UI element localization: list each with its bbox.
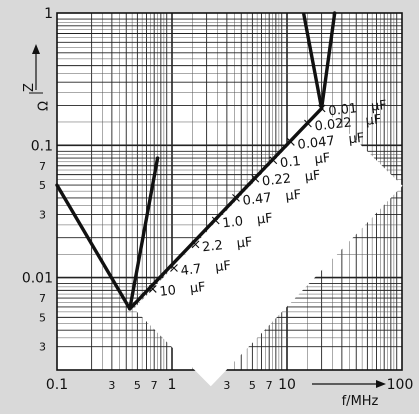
x-tick-label-minor: 7 xyxy=(266,379,273,392)
x-tick-label: 100 xyxy=(387,377,414,393)
capacitor-label: 1.0 µF xyxy=(222,211,274,231)
y-tick-label-minor: 3 xyxy=(39,208,46,221)
x-tick-label-minor: 3 xyxy=(223,379,230,392)
capacitor-unit: µF xyxy=(214,259,231,276)
capacitor-value: 0.47 xyxy=(242,191,272,209)
resonance-marker xyxy=(232,194,240,202)
x-tick-label: 10 xyxy=(278,377,296,393)
x-tick-label: 1 xyxy=(168,377,177,393)
resonance-marker xyxy=(317,104,326,113)
capacitor-value: 0.01 xyxy=(328,101,358,119)
capacitor-label: 0.022 µF xyxy=(314,112,382,134)
x-axis-arrow xyxy=(312,380,386,388)
capacitor-value: 0.1 xyxy=(279,154,301,171)
capacitor-value: 0.022 xyxy=(314,115,353,134)
impedance-curve xyxy=(302,12,324,111)
capacitor-value: 2.2 xyxy=(201,238,223,255)
capacitor-unit: µF xyxy=(256,211,273,228)
x-tick-label-minor: 5 xyxy=(249,379,256,392)
plot-frame xyxy=(56,12,403,371)
capacitor-labels: 0.01 µF0.022 µF0.047 µF0.1 µF0.22 µF0.47 µF1.0… xyxy=(159,98,388,300)
capacitor-value: 0.22 xyxy=(261,171,291,189)
resonance-markers xyxy=(148,104,326,293)
x-tick-label-minor: 5 xyxy=(134,379,141,392)
capacitor-unit: µF xyxy=(365,112,382,129)
capacitor-value: 10 xyxy=(159,283,177,300)
y-tick-label: 1 xyxy=(44,6,53,22)
resonance-marker xyxy=(211,216,220,225)
resonance-marker xyxy=(304,119,312,128)
y-tick-label: 0.1 xyxy=(31,138,53,154)
capacitor-label: 0.047 µF xyxy=(297,131,365,153)
y-tick-labels: 1 0.1 0.01 7 5 3 7 5 3 xyxy=(22,6,53,354)
capacitor-label: 0.1 µF xyxy=(279,151,331,171)
capacitor-value: 4.7 xyxy=(180,262,202,279)
capacitor-label: 0.22 µF xyxy=(261,168,321,189)
resonance-marker xyxy=(286,138,295,146)
y-tick-label-minor: 5 xyxy=(39,179,46,192)
capacitor-unit: µF xyxy=(304,168,321,185)
impedance-curve xyxy=(128,156,160,311)
capacitor-value: 0.047 xyxy=(297,134,336,153)
capacitor-label: 2.2 µF xyxy=(201,235,253,255)
resonance-marker xyxy=(251,174,260,183)
impedance-curve xyxy=(55,183,132,311)
y-tick-label-minor: 5 xyxy=(39,311,46,324)
y-label-bottom: Ω xyxy=(37,101,52,111)
y-tick-label-minor: 3 xyxy=(39,341,46,354)
x-tick-label-minor: 3 xyxy=(108,379,115,392)
resonance-marker xyxy=(269,156,278,165)
y-tick-label-minor: 7 xyxy=(39,292,46,305)
x-tick-label: 0.1 xyxy=(46,377,68,393)
y-axis-label: Z Ω xyxy=(22,44,52,111)
x-tick-label-minor: 7 xyxy=(151,379,158,392)
x-axis-label: f/MHz xyxy=(342,394,379,409)
svg-text:Z: Z xyxy=(22,83,37,92)
impedance-curves xyxy=(55,11,337,311)
resonance-marker xyxy=(191,240,200,249)
capacitor-value: 1.0 xyxy=(222,214,244,231)
impedance-curve xyxy=(128,106,324,311)
capacitor-unit: µF xyxy=(189,280,206,297)
y-tick-label-minor: 7 xyxy=(39,160,46,173)
capacitor-label: 0.01 µF xyxy=(328,98,388,119)
y-label-top: Z xyxy=(22,83,37,92)
capacitor-unit: µF xyxy=(348,131,365,148)
label-band xyxy=(133,108,403,387)
impedance-curve xyxy=(319,11,337,111)
y-tick-label: 0.01 xyxy=(22,271,53,287)
resonance-marker xyxy=(148,285,157,293)
capacitor-label: 0.47 µF xyxy=(242,187,302,208)
capacitor-unit: µF xyxy=(236,235,253,252)
capacitor-label: 4.7 µF xyxy=(180,259,232,279)
capacitor-unit: µF xyxy=(285,187,302,204)
capacitor-unit: µF xyxy=(370,98,387,115)
resonance-marker xyxy=(170,264,178,272)
capacitor-label: 10 µF xyxy=(159,280,207,300)
capacitor-unit: µF xyxy=(314,151,331,168)
